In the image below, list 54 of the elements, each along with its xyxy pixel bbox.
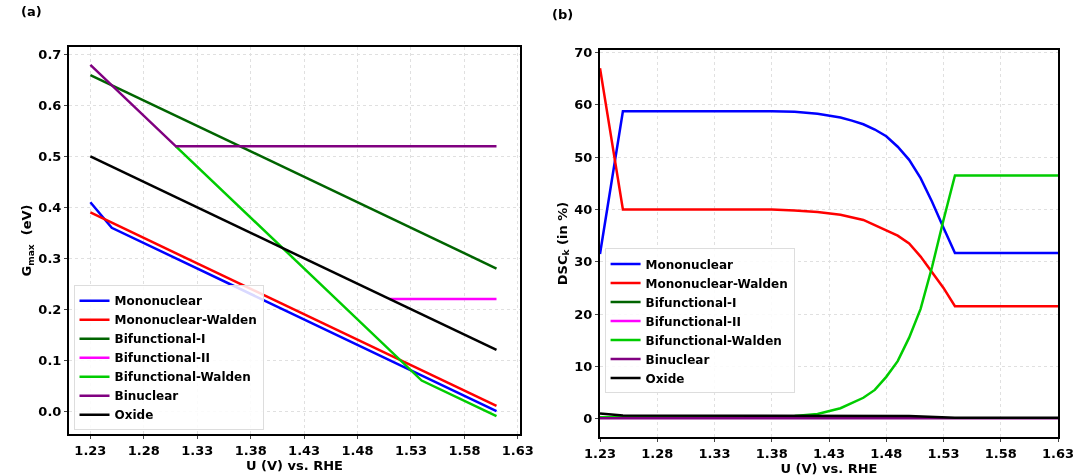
x-tick-label: 1.48 xyxy=(341,442,374,458)
legend-label: Bifunctional-Walden xyxy=(114,370,251,385)
y-tick-label: 0.7 xyxy=(38,47,62,63)
y-tick-label: 0.5 xyxy=(38,149,62,165)
y-tick-label: 0.1 xyxy=(38,352,62,368)
legend-label: Bifunctional-II xyxy=(645,314,742,329)
y-tick-label: 60 xyxy=(574,97,593,113)
x-tick-label: 1.33 xyxy=(698,445,731,461)
legend-label: Binuclear xyxy=(114,389,179,404)
x-tick-label: 1.33 xyxy=(181,442,214,458)
line-series xyxy=(600,67,1058,308)
legend-label: Bifunctional-I xyxy=(114,332,206,347)
x-tick-label: 1.28 xyxy=(641,445,674,461)
legend-label: Mononuclear xyxy=(645,257,734,272)
legend-label: Bifunctional-II xyxy=(114,351,210,366)
y-tick-label: 40 xyxy=(574,202,593,218)
x-tick-label: 1.28 xyxy=(127,442,160,458)
text: (a) xyxy=(21,4,42,19)
x-tick-label: 1.43 xyxy=(812,445,846,461)
x-tick-label: 1.63 xyxy=(501,442,534,458)
x-tick-label: 1.38 xyxy=(234,442,267,458)
text: (b) xyxy=(552,7,574,22)
y-tick-label: 20 xyxy=(574,306,593,322)
y-tick-label: 0 xyxy=(583,411,593,427)
legend-label: Bifunctional-Walden xyxy=(645,333,782,348)
x-tick-label: 1.58 xyxy=(984,445,1017,461)
y-tick-label: 0.0 xyxy=(38,403,62,419)
line-series xyxy=(600,109,1058,256)
y-tick-label: 30 xyxy=(574,254,593,270)
y-tick-label: 0.6 xyxy=(38,98,62,114)
x-axis-title: U (V) vs. RHE xyxy=(780,460,878,476)
y-tick-label: 10 xyxy=(574,358,593,374)
x-tick-label: 1.23 xyxy=(583,445,617,461)
y-tick-label: 0.4 xyxy=(38,199,62,215)
legend-label: Mononuclear-Walden xyxy=(645,276,788,291)
y-tick-label: 70 xyxy=(574,45,593,61)
x-tick-label: 1.23 xyxy=(74,442,107,458)
x-tick-label: 1.53 xyxy=(394,442,428,458)
legend-label: Binuclear xyxy=(645,352,710,367)
legend-label: Mononuclear xyxy=(114,294,203,309)
legend-label: Oxide xyxy=(645,371,685,386)
x-tick-label: 1.43 xyxy=(288,442,321,458)
y-tick-label: 0.3 xyxy=(38,250,62,266)
y-tick-label: 0.2 xyxy=(38,301,62,317)
x-tick-label: 1.63 xyxy=(1041,445,1075,461)
x-tick-label: 1.53 xyxy=(927,445,960,461)
legend-label: Mononuclear-Walden xyxy=(114,313,257,328)
x-tick-label: 1.48 xyxy=(870,445,903,461)
x-tick-label: 1.38 xyxy=(755,445,788,461)
x-tick-label: 1.58 xyxy=(448,442,481,458)
legend-label: Oxide xyxy=(114,408,154,423)
legend-label: Bifunctional-I xyxy=(645,295,737,310)
y-tick-label: 50 xyxy=(574,149,593,165)
x-axis-title: U (V) vs. RHE xyxy=(246,457,343,473)
